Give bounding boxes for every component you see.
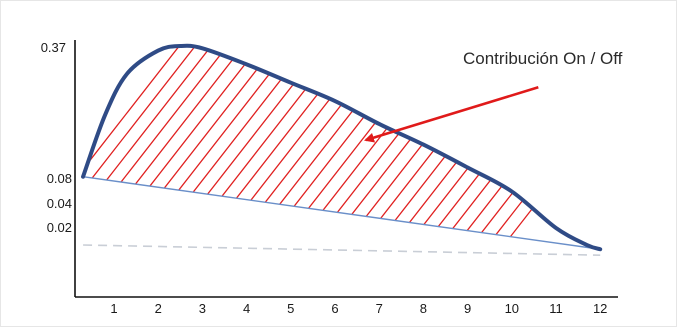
hatch-line [419,45,581,250]
x-tick-label: 3 [199,301,206,316]
series-line-dashed [83,244,601,256]
hatch-line [435,45,597,250]
hatch-line [483,45,601,250]
x-tick-label: 9 [464,301,471,316]
y-tick-label: 0.04 [47,196,72,211]
annotation-arrow [364,86,539,143]
annotation-label: Contribución On / Off [463,49,623,68]
hatch-line [83,45,197,250]
x-tick-label: 11 [549,301,563,316]
x-tick-label: 6 [331,301,338,316]
x-tick-label: 7 [376,301,383,316]
x-tick-label: 10 [505,301,519,316]
hatch-line [499,45,601,250]
hatch-line [83,45,245,250]
y-tick-label: 0.08 [47,171,72,186]
x-tick-label: 12 [593,301,607,316]
series-line-baseline [82,176,601,250]
hatch-line [451,45,601,250]
x-tick-label: 8 [420,301,427,316]
x-tick-label: 5 [287,301,294,316]
hatch-line [115,45,277,250]
y-tick-label: 0.02 [47,220,72,235]
hatch-line [83,45,213,250]
series-line-curve [81,43,603,252]
hatch-line [83,45,181,250]
x-tick-label: 4 [243,301,250,316]
x-tick-label: 1 [110,301,117,316]
y-tick-label: 0.37 [41,40,66,55]
x-tick-label: 2 [155,301,162,316]
